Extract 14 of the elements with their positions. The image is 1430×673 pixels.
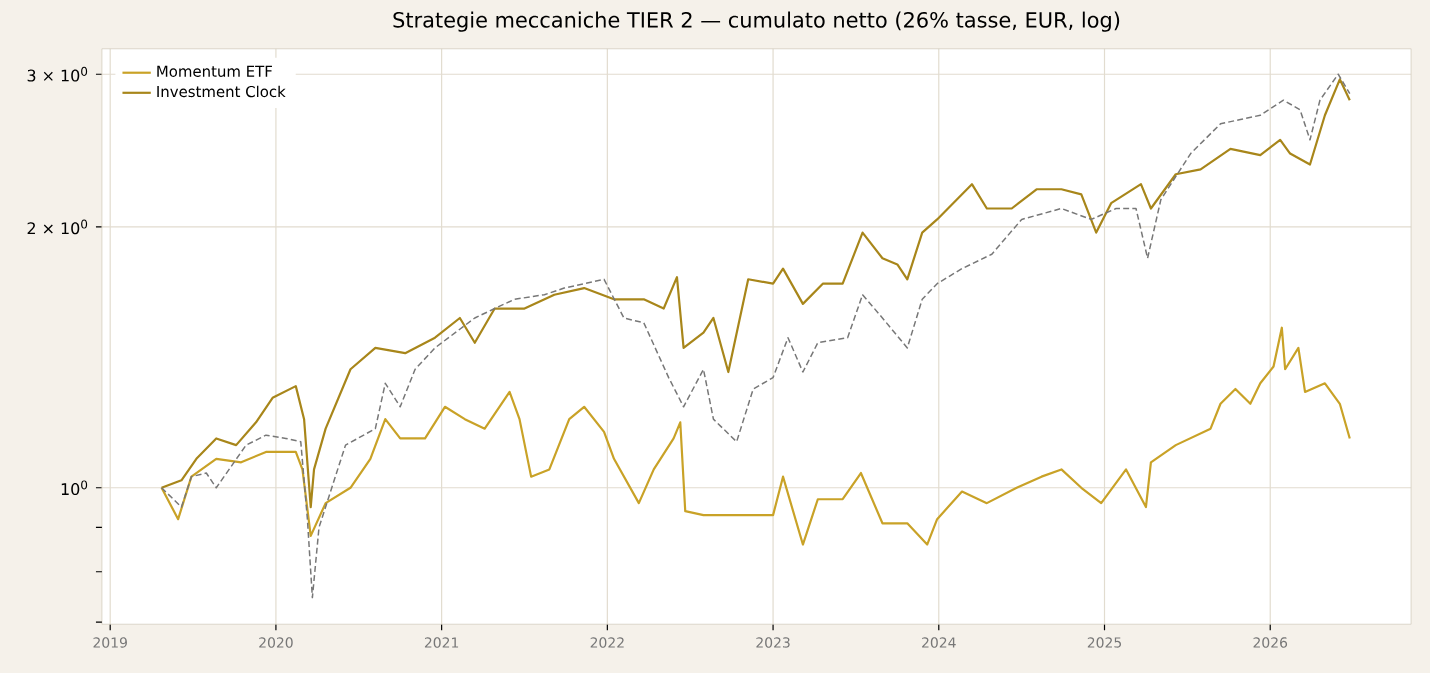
x-tick-label: 2020 <box>259 637 293 648</box>
x-tick-label: 2024 <box>922 637 956 648</box>
legend-label: Momentum ETF <box>157 65 272 77</box>
x-tick-label: 2022 <box>590 637 624 648</box>
x-tick-label: 2021 <box>424 637 459 648</box>
x-tick-label: 2019 <box>93 637 127 648</box>
y-tick-label: 3 × 10$^{0}$ <box>27 66 88 82</box>
y-tick-label: 2 × 10$^{0}$ <box>27 219 88 235</box>
legend-label: Investment Clock <box>157 85 286 98</box>
x-tick-label: 2026 <box>1253 637 1288 648</box>
chart-title: Strategie meccaniche TIER 2 — cumulato netto (26% tasse, EUR, log) <box>393 11 1120 32</box>
x-tick-label: 2025 <box>1087 637 1122 648</box>
x-tick-label: 2023 <box>756 637 790 648</box>
y-tick-label: 10$^{0}$ <box>61 480 88 496</box>
